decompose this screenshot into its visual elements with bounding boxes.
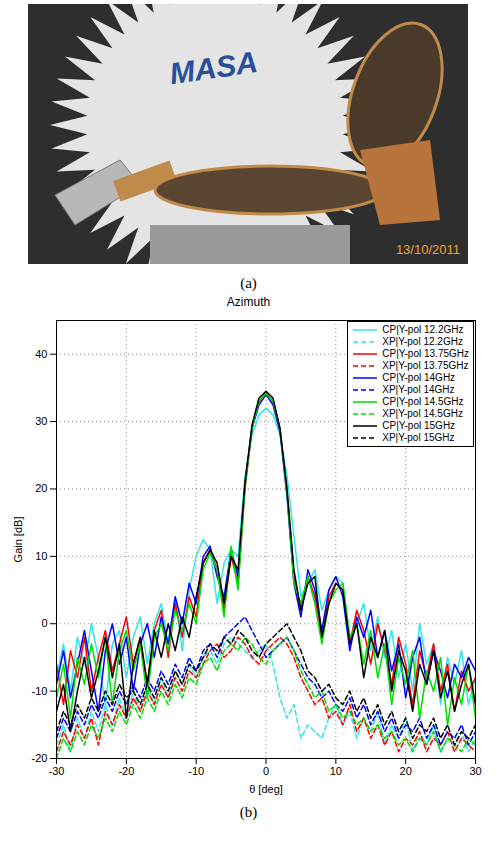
html-text:XP|Y-pol 13.75GHz: XP|Y-pol 13.75GHz xyxy=(382,360,469,371)
html-text:CP|Y-pol 14.5GHz: CP|Y-pol 14.5GHz xyxy=(382,396,464,407)
svg-text:Gain [dB]: Gain [dB] xyxy=(12,517,24,563)
svg-text:13/10/2011: 13/10/2011 xyxy=(396,242,460,257)
html-text:XP|Y-pol 14GHz: XP|Y-pol 14GHz xyxy=(382,384,455,395)
svg-text:-20: -20 xyxy=(32,752,48,764)
svg-text:10: 10 xyxy=(330,765,342,777)
svg-text:-10: -10 xyxy=(188,765,204,777)
html-text:(b): (b) xyxy=(239,804,258,820)
svg-text:0: 0 xyxy=(263,765,269,777)
svg-text:40: 40 xyxy=(35,348,47,360)
svg-text:20: 20 xyxy=(35,482,47,494)
html-text:CP|Y-pol 13.75GHz: CP|Y-pol 13.75GHz xyxy=(382,348,469,359)
svg-text:-20: -20 xyxy=(118,765,134,777)
svg-text:30: 30 xyxy=(469,765,481,777)
svg-text:θ [deg]: θ [deg] xyxy=(249,783,283,795)
svg-text:0: 0 xyxy=(41,617,47,629)
html-text:CP|Y-pol 15GHz: CP|Y-pol 15GHz xyxy=(382,420,456,431)
svg-text:MASA: MASA xyxy=(168,45,260,90)
html-text:Azimuth: Azimuth xyxy=(226,295,271,309)
html-text:XP|Y-pol 12.2GHz: XP|Y-pol 12.2GHz xyxy=(382,336,463,347)
html-text:XP|Y-pol 14.5GHz: XP|Y-pol 14.5GHz xyxy=(382,408,463,419)
svg-text:30: 30 xyxy=(35,415,47,427)
html-text:(a): (a) xyxy=(240,275,257,291)
html-text:CP|Y-pol 12.2GHz: CP|Y-pol 12.2GHz xyxy=(382,324,464,335)
svg-text:-30: -30 xyxy=(49,765,65,777)
html-text:CP|Y-pol 14GHz: CP|Y-pol 14GHz xyxy=(382,372,456,383)
svg-text:-10: -10 xyxy=(32,685,48,697)
html-text:XP|Y-pol 15GHz: XP|Y-pol 15GHz xyxy=(382,432,455,443)
svg-text:20: 20 xyxy=(400,765,412,777)
svg-text:10: 10 xyxy=(35,550,47,562)
